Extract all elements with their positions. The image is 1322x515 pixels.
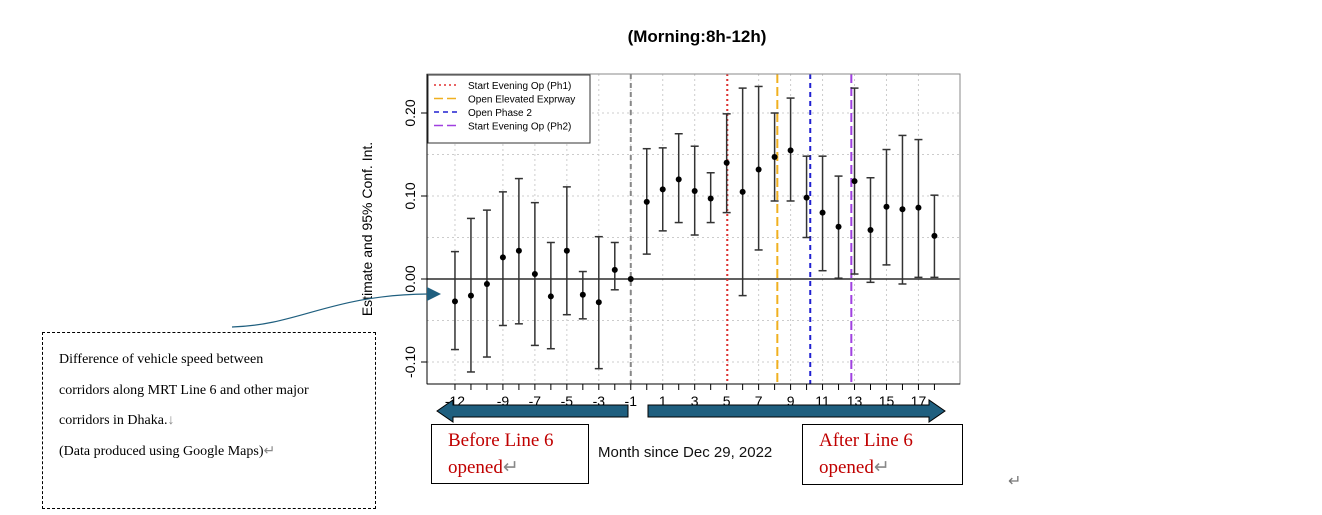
data-point	[659, 186, 666, 193]
return-mark: ↵	[502, 457, 519, 478]
x-tick-label: 9	[787, 393, 795, 409]
x-tick-label: 3	[691, 393, 699, 409]
legend-item: Start Evening Op (Ph2)	[468, 122, 571, 133]
right-arrow	[647, 399, 946, 423]
data-point	[803, 194, 810, 201]
data-point	[643, 198, 650, 205]
data-point	[739, 188, 746, 195]
return-mark: ↵	[873, 457, 890, 478]
y-tick-label: 0.00	[402, 265, 418, 292]
note-line-1: Difference of vehicle speed between	[59, 352, 264, 367]
data-point	[723, 159, 730, 166]
data-point	[451, 298, 458, 305]
legend-item: Start Evening Op (Ph1)	[468, 81, 571, 92]
note-line-4: (Data produced using Google Maps)	[59, 443, 264, 459]
data-point	[787, 147, 794, 154]
after-line1: After Line 6	[819, 430, 913, 451]
note-line-2: corridors along MRT Line 6 and other maj…	[59, 382, 309, 398]
note-line-3: corridors in Dhaka.	[59, 413, 168, 428]
down-arrow-mark: ↓	[167, 413, 175, 428]
data-point	[627, 276, 634, 283]
chart-title: (Morning:8h-12h)	[628, 27, 767, 46]
data-point	[915, 204, 922, 211]
data-point	[499, 254, 506, 261]
legend-item: Open Elevated Exprway	[468, 95, 575, 106]
note-textbox[interactable]: Difference of vehicle speed between corr…	[42, 332, 376, 509]
data-point	[867, 227, 874, 234]
legend-box	[427, 74, 591, 144]
data-point	[851, 178, 858, 185]
y-tick-label: 0.10	[402, 182, 418, 209]
data-point	[707, 195, 714, 202]
data-point	[691, 188, 698, 195]
data-point	[531, 271, 538, 278]
data-point	[595, 299, 602, 306]
data-point	[771, 153, 778, 160]
x-axis-label: Month since Dec 29, 2022	[598, 444, 773, 461]
y-tick-label: -0.10	[402, 346, 418, 378]
before-line6-textbox[interactable]: Before Line 6 opened↵	[431, 424, 589, 484]
y-tick-label: 0.20	[402, 99, 418, 126]
data-point	[899, 206, 906, 213]
connector-line	[231, 293, 429, 328]
x-tick-label: 1	[659, 393, 667, 409]
data-point	[931, 232, 938, 239]
data-point	[819, 209, 826, 216]
data-point	[483, 280, 490, 287]
data-point	[675, 176, 682, 183]
before-line2: opened	[448, 457, 503, 478]
after-line2: opened	[819, 457, 874, 478]
y-axis-label: Estimate and 95% Conf. Int.	[359, 142, 375, 316]
data-point	[755, 166, 762, 173]
data-point	[579, 291, 586, 298]
return-mark: ↵	[263, 443, 276, 459]
connector-arrowhead	[427, 287, 441, 301]
data-point	[563, 247, 570, 254]
data-point	[883, 203, 890, 210]
data-point	[547, 293, 554, 300]
x-tick-label: 7	[755, 393, 763, 409]
x-tick-label: 5	[723, 393, 731, 409]
paragraph-mark: ↵	[1008, 473, 1022, 490]
left-arrow	[436, 399, 629, 423]
legend-item: Open Phase 2	[468, 108, 532, 119]
data-point	[467, 292, 474, 299]
data-point	[835, 223, 842, 230]
before-line1: Before Line 6	[448, 430, 554, 451]
after-line6-textbox[interactable]: After Line 6 opened↵	[802, 424, 963, 485]
data-point	[515, 247, 522, 254]
data-point	[611, 266, 618, 273]
